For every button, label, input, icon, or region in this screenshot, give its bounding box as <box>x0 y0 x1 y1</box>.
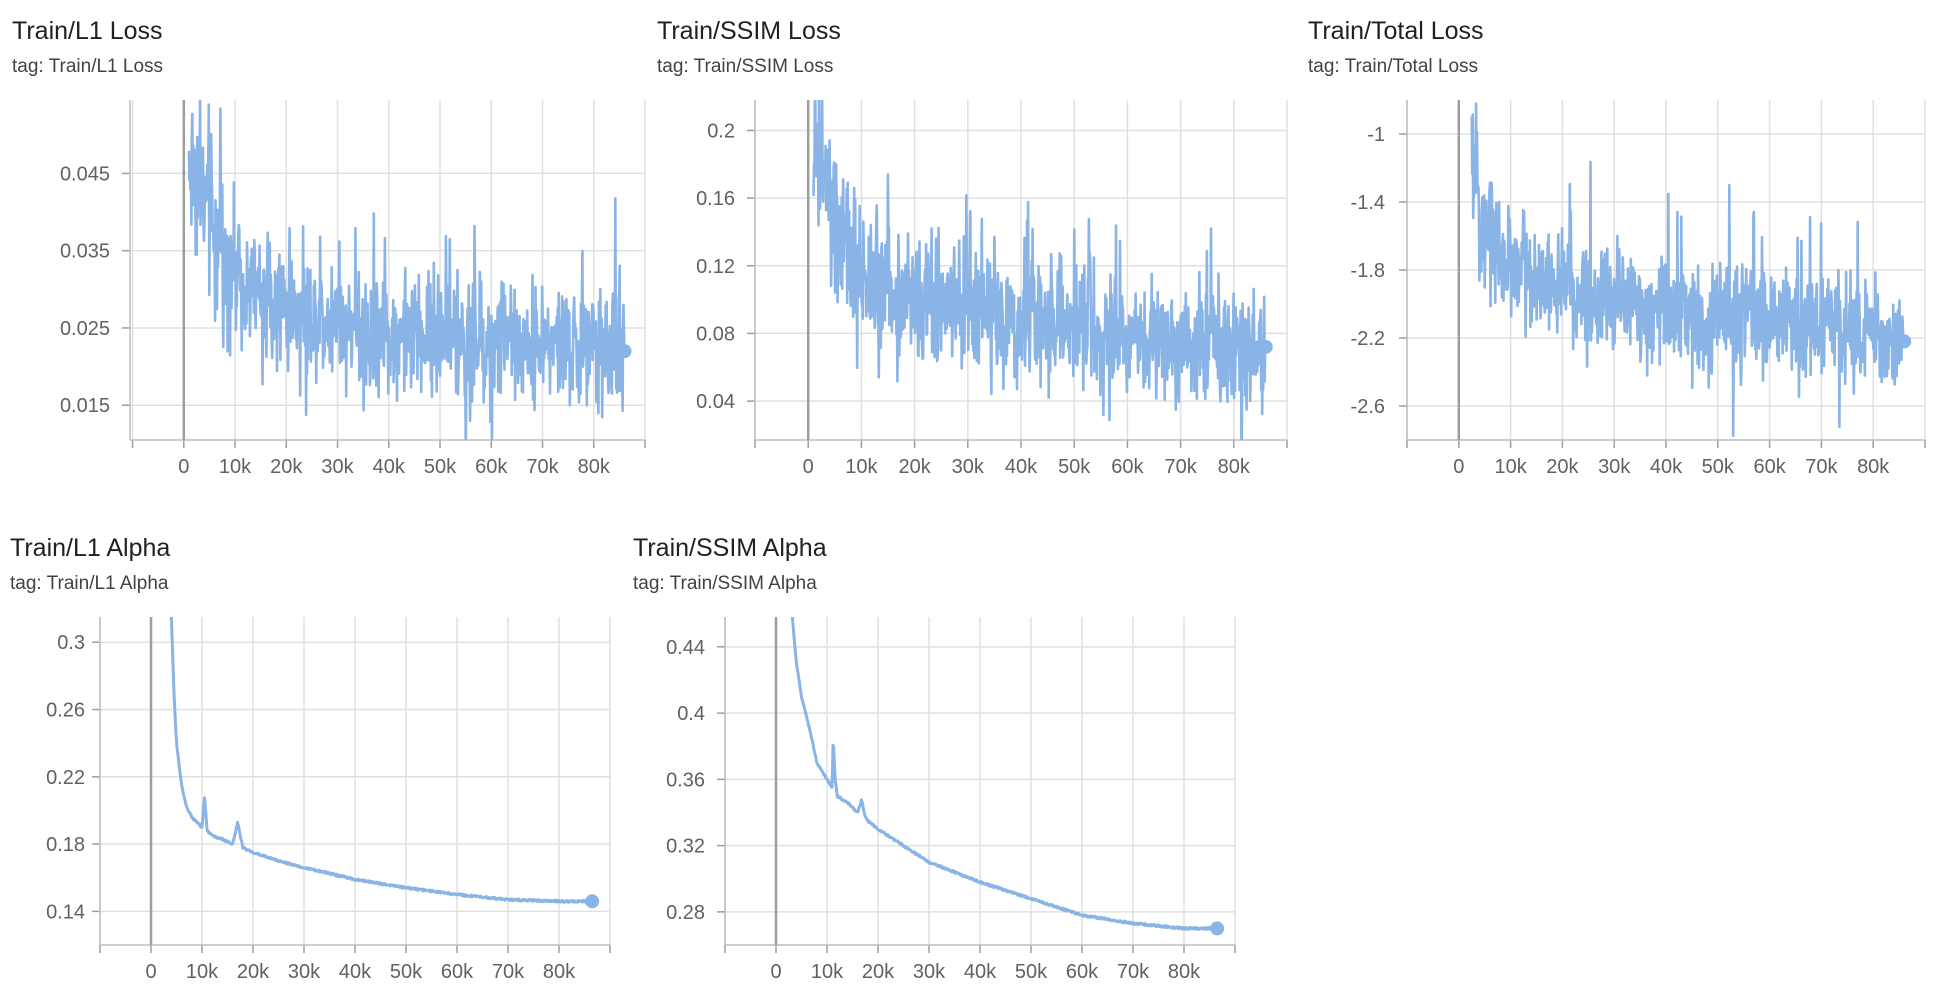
y-tick-label: 0.025 <box>60 318 110 340</box>
chart-tag: tag: Train/SSIM Loss <box>657 56 834 77</box>
x-tick-label: 70k <box>1164 456 1197 478</box>
x-tick-label: 60k <box>475 456 508 478</box>
series-line <box>812 100 1267 440</box>
x-tick-label: 50k <box>1702 456 1735 478</box>
x-tick-label: 80k <box>1168 961 1201 983</box>
y-tick-label: -1.8 <box>1351 260 1385 282</box>
y-tick-label: 0.44 <box>666 637 705 659</box>
x-tick-label: 0 <box>145 961 156 983</box>
last-point-marker <box>1210 921 1225 936</box>
y-tick-label: 0.16 <box>696 188 735 210</box>
x-tick-label: 80k <box>1857 456 1890 478</box>
x-tick-label: 0 <box>770 961 781 983</box>
x-tick-label: 20k <box>1546 456 1579 478</box>
chart-tag: tag: Train/Total Loss <box>1308 56 1479 77</box>
y-tick-label: 0.26 <box>46 700 85 722</box>
x-tick-label: 40k <box>1005 456 1038 478</box>
y-tick-label: 0.015 <box>60 395 110 417</box>
x-tick-label: 0 <box>803 456 814 478</box>
chart-4: 0.14 0.18 0.22 0.26 0.3 0 10k 20k 30k 40k 50k 60k 70… <box>46 617 611 983</box>
x-tick-label: 40k <box>339 961 372 983</box>
last-point-marker <box>1258 339 1273 354</box>
x-tick-label: 70k <box>526 456 559 478</box>
x-tick-label: 40k <box>1650 456 1683 478</box>
x-tick-label: 0 <box>1453 456 1464 478</box>
y-tick-label: 0.4 <box>677 703 705 725</box>
last-point-marker <box>617 344 632 359</box>
y-tick-label: 0.22 <box>46 767 85 789</box>
x-tick-label: 60k <box>1066 961 1099 983</box>
y-tick-label: -1.4 <box>1351 192 1385 214</box>
last-point-marker <box>1897 334 1912 349</box>
x-tick-label: 40k <box>964 961 997 983</box>
x-tick-label: 30k <box>321 456 354 478</box>
series-line <box>169 617 593 904</box>
y-tick-label: 0.08 <box>696 323 735 345</box>
x-tick-label: 60k <box>1753 456 1786 478</box>
x-tick-label: 30k <box>1598 456 1631 478</box>
chart-tag: tag: Train/L1 Loss <box>12 56 164 77</box>
y-tick-label: 0.18 <box>46 834 85 856</box>
x-tick-label: 50k <box>424 456 457 478</box>
series-line <box>790 617 1218 931</box>
y-tick-label: 0.045 <box>60 163 110 185</box>
x-tick-label: 30k <box>913 961 946 983</box>
x-tick-label: 80k <box>578 456 611 478</box>
y-tick-label: 0.36 <box>666 769 705 791</box>
chart-title: Train/SSIM Loss <box>657 17 841 45</box>
chart-tag: tag: Train/L1 Alpha <box>10 573 169 594</box>
x-tick-label: 50k <box>1015 961 1048 983</box>
x-tick-label: 60k <box>1111 456 1144 478</box>
y-tick-label: 0.14 <box>46 901 85 923</box>
x-tick-label: 60k <box>441 961 474 983</box>
chart-title: Train/L1 Alpha <box>10 534 171 562</box>
last-point-marker <box>585 894 600 909</box>
x-tick-label: 10k <box>811 961 844 983</box>
series-line <box>187 100 626 440</box>
chart-1: 0.015 0.025 0.035 0.045 0 10k 20k 30k 40k 50k 60k 7… <box>60 100 646 478</box>
x-tick-label: 20k <box>898 456 931 478</box>
x-tick-label: 40k <box>373 456 406 478</box>
x-tick-label: 30k <box>288 961 321 983</box>
x-tick-label: 10k <box>219 456 252 478</box>
y-tick-label: 0.2 <box>707 120 735 142</box>
x-tick-label: 50k <box>1058 456 1091 478</box>
x-tick-label: 70k <box>1805 456 1838 478</box>
chart-title: Train/Total Loss <box>1308 17 1484 45</box>
y-tick-label: 0.3 <box>57 632 85 654</box>
chart-title: Train/SSIM Alpha <box>633 534 827 562</box>
x-tick-label: 70k <box>1117 961 1150 983</box>
y-tick-label: 0.28 <box>666 902 705 924</box>
y-tick-label: -2.2 <box>1351 328 1385 350</box>
y-tick-label: 0.04 <box>696 391 735 413</box>
y-tick-label: -1 <box>1367 124 1385 146</box>
y-tick-label: 0.12 <box>696 256 735 278</box>
x-tick-label: 70k <box>492 961 525 983</box>
x-tick-label: 80k <box>543 961 576 983</box>
chart-3: -2.6 -2.2 -1.8 -1.4 -1 0 10k 20k 30k 40k 50k 60k 70k… <box>1351 100 1926 478</box>
y-tick-label: -2.6 <box>1351 396 1385 418</box>
chart-title: Train/L1 Loss <box>12 17 163 45</box>
x-tick-label: 20k <box>270 456 303 478</box>
chart-tag: tag: Train/SSIM Alpha <box>633 573 817 594</box>
x-tick-label: 50k <box>390 961 423 983</box>
x-tick-label: 20k <box>862 961 895 983</box>
chart-2: 0.04 0.08 0.12 0.16 0.2 0 10k 20k 30k 40k 50k 60k 70… <box>696 100 1288 478</box>
y-tick-label: 0.32 <box>666 836 705 858</box>
x-tick-label: 0 <box>178 456 189 478</box>
x-tick-label: 10k <box>1494 456 1527 478</box>
x-tick-label: 10k <box>186 961 219 983</box>
x-tick-label: 80k <box>1218 456 1251 478</box>
series-line <box>1470 102 1906 437</box>
x-tick-label: 10k <box>845 456 878 478</box>
x-tick-label: 20k <box>237 961 270 983</box>
x-tick-label: 30k <box>952 456 985 478</box>
y-tick-label: 0.035 <box>60 241 110 263</box>
chart-5: 0.28 0.32 0.36 0.4 0.44 0 10k 20k 30k 40k 50k 60k 70… <box>666 617 1236 983</box>
